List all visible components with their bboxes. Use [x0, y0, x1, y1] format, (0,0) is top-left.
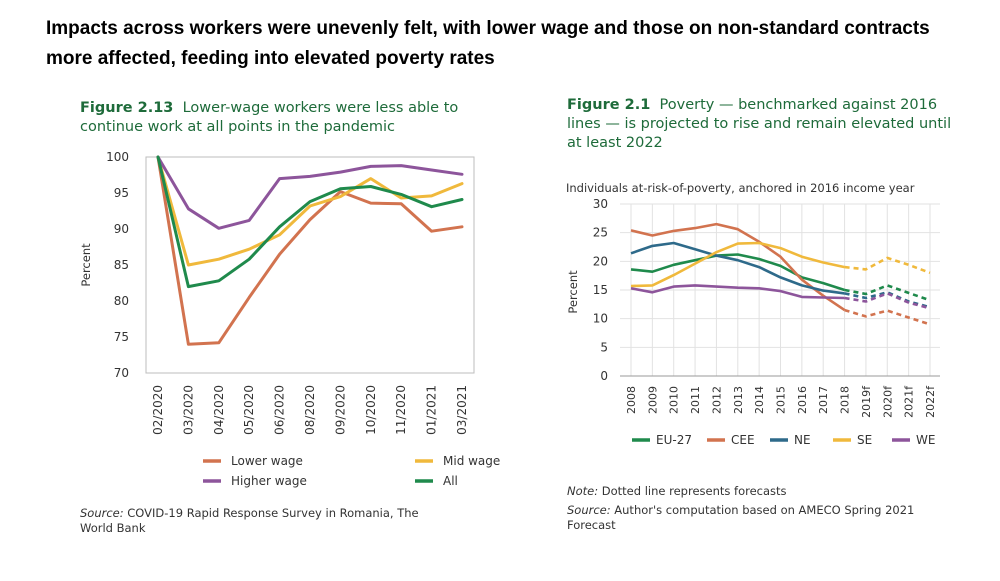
right-y-tick-label: 20: [593, 254, 608, 268]
right-x-tick-label: 2014: [753, 386, 766, 414]
right-legend-label: NE: [794, 433, 811, 447]
right-figure-heading: Figure 2.1 Poverty — benchmarked against…: [567, 96, 957, 153]
right-series-forecast-se: [844, 256, 931, 275]
left-x-tick-label: 03/2021: [455, 385, 469, 435]
left-source: Source: COVID-19 Rapid Response Survey i…: [80, 506, 440, 536]
left-x-tick-label: 05/2020: [242, 385, 256, 435]
left-source-label: Source:: [80, 506, 124, 520]
left-legend-label: Mid wage: [443, 454, 500, 468]
right-series-line-eu-27: [630, 253, 845, 292]
right-note: Note: Dotted line represents forecasts: [567, 484, 947, 499]
right-x-tick-label: 2010: [668, 386, 681, 414]
right-x-tick-label: 2018: [839, 386, 852, 414]
right-note-text: Dotted line represents forecasts: [601, 484, 787, 498]
right-source-label: Source:: [567, 503, 611, 517]
right-y-tick-label: 15: [593, 283, 608, 297]
right-source-text: Author's computation based on AMECO Spri…: [567, 503, 915, 532]
right-x-tick-label: 2022f: [924, 385, 937, 418]
left-x-tick-label: 09/2020: [333, 385, 347, 435]
right-y-tick-label: 10: [593, 312, 608, 326]
right-legend-label: SE: [857, 433, 872, 447]
right-note-label: Note:: [567, 484, 599, 498]
headline: Impacts across workers were unevenly fel…: [46, 18, 930, 69]
left-y-tick-label: 80: [114, 294, 129, 308]
right-series-forecast-we: [844, 292, 931, 310]
left-y-axis-label: Percent: [79, 243, 93, 287]
left-legend-label: Higher wage: [231, 474, 307, 488]
right-x-tick-label: 2017: [817, 386, 830, 414]
right-series-line-ne: [630, 241, 845, 295]
right-legend-label: CEE: [731, 433, 755, 447]
right-y-tick-label: 5: [600, 340, 608, 354]
right-x-tick-label: 2008: [625, 386, 638, 414]
left-x-tick-label: 03/2020: [181, 385, 195, 435]
right-x-tick-label: 2019f: [860, 385, 873, 418]
right-y-tick-label: 0: [600, 369, 608, 383]
left-plot-frame: [145, 156, 475, 374]
left-y-tick-label: 90: [114, 222, 129, 236]
left-series-line-higher-wage: [156, 155, 464, 230]
right-legend-label: EU-27: [656, 433, 692, 447]
right-legend-label: WE: [916, 433, 935, 447]
right-y-tick-label: 30: [593, 197, 608, 211]
left-series-line-all: [156, 155, 464, 289]
left-y-tick-label: 85: [114, 258, 129, 272]
right-figure-number: Figure 2.1: [567, 97, 651, 113]
left-x-tick-label: 04/2020: [212, 385, 226, 435]
left-figure-title: Lower-wage workers were less able to con…: [80, 100, 459, 135]
left-source-text: COVID-19 Rapid Response Survey in Romani…: [80, 506, 419, 535]
right-x-tick-label: 2011: [689, 386, 702, 414]
left-x-tick-label: 11/2020: [394, 385, 408, 435]
left-y-tick-label: 75: [114, 330, 129, 344]
left-x-tick-label: 01/2021: [425, 385, 439, 435]
right-x-tick-label: 2015: [775, 386, 788, 414]
left-legend-label: Lower wage: [231, 454, 303, 468]
right-x-tick-label: 2020f: [881, 385, 894, 418]
left-series-line-lower-wage: [156, 155, 464, 346]
left-figure-heading: Figure 2.13 Lower-wage workers were less…: [80, 99, 500, 137]
left-legend-label: All: [443, 474, 458, 488]
right-series-line-se: [630, 241, 845, 288]
right-x-tick-label: 2021f: [903, 385, 916, 418]
right-x-tick-label: 2012: [710, 386, 723, 414]
left-x-tick-label: 06/2020: [273, 385, 287, 435]
right-x-tick-label: 2016: [796, 386, 809, 414]
left-x-tick-label: 10/2020: [364, 385, 378, 435]
left-y-tick-label: 95: [114, 186, 129, 200]
left-x-tick-label: 08/2020: [303, 385, 317, 435]
left-y-tick-label: 70: [114, 366, 129, 380]
right-series-line-cee: [630, 222, 846, 312]
right-figure-title: Poverty — benchmarked against 2016 lines…: [567, 97, 952, 151]
right-x-tick-label: 2009: [646, 386, 659, 414]
right-series-forecast-eu-27: [844, 284, 931, 302]
right-x-tick-label: 2013: [732, 386, 745, 414]
left-y-tick-label: 100: [106, 150, 129, 164]
right-y-axis-label: Percent: [566, 270, 580, 314]
left-series-line-mid-wage: [156, 155, 464, 267]
right-series-forecast-cee: [844, 308, 931, 326]
right-source: Source: Author's computation based on AM…: [567, 503, 927, 533]
left-x-tick-label: 02/2020: [151, 385, 165, 435]
right-y-tick-label: 25: [593, 226, 608, 240]
right-chart-subtitle: Individuals at-risk-of-poverty, anchored…: [566, 181, 915, 195]
left-figure-number: Figure 2.13: [80, 100, 174, 116]
right-series-line-we: [630, 284, 845, 300]
